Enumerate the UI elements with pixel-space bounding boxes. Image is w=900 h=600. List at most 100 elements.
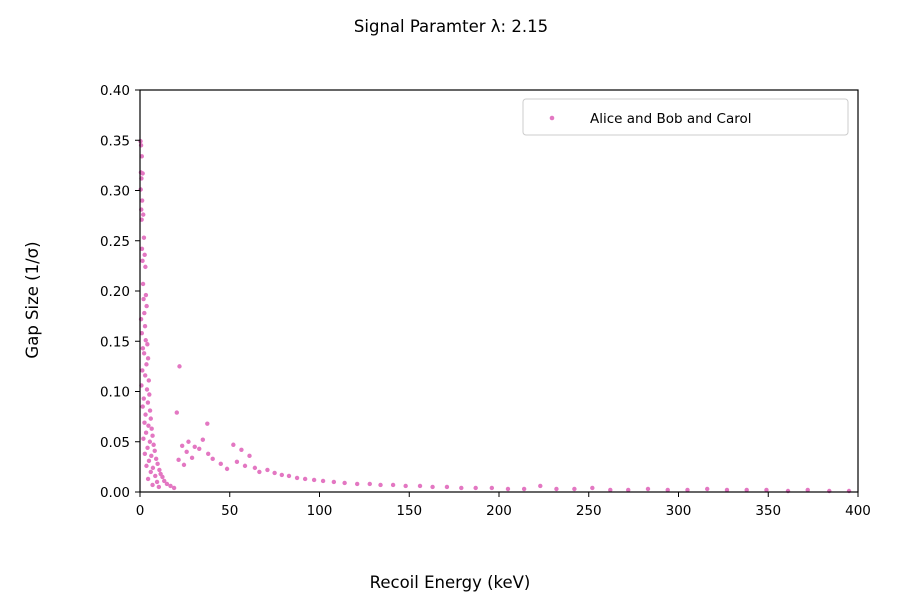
data-point: [590, 485, 595, 491]
chart-title: Signal Paramter λ: 2.15: [354, 17, 548, 36]
data-point: [145, 356, 151, 361]
data-point: [143, 264, 148, 270]
data-point: [378, 482, 383, 488]
data-point: [144, 303, 149, 309]
x-tick-label: 50: [221, 503, 238, 519]
y-tick-label: 0.15: [100, 334, 130, 350]
data-point: [685, 487, 690, 493]
data-point: [146, 378, 151, 383]
data-point: [142, 310, 147, 316]
data-points: [138, 139, 852, 494]
data-point: [139, 154, 144, 159]
x-axis-label: Recoil Energy (keV): [370, 573, 531, 592]
legend: Alice and Bob and Carol: [522, 98, 849, 136]
data-point: [764, 487, 769, 493]
data-point: [146, 458, 152, 464]
data-point: [150, 433, 155, 438]
data-point: [272, 470, 277, 476]
plot-background: [140, 90, 858, 492]
data-point: [665, 487, 670, 493]
data-point: [645, 486, 651, 492]
x-tick-label: 250: [576, 503, 602, 519]
data-point: [572, 486, 577, 492]
data-point: [489, 485, 495, 491]
data-point: [143, 430, 149, 435]
data-point: [145, 400, 151, 405]
y-tick-label: 0.05: [100, 435, 130, 451]
data-point: [286, 473, 292, 479]
data-point: [179, 443, 185, 448]
data-point: [210, 456, 215, 462]
data-point: [724, 487, 730, 493]
legend-label: Alice and Bob and Carol: [590, 111, 751, 127]
data-point: [139, 246, 145, 251]
data-point: [302, 476, 308, 482]
data-point: [257, 469, 262, 475]
data-point: [154, 479, 160, 485]
data-point: [153, 456, 159, 462]
data-point: [390, 482, 396, 488]
data-point: [473, 485, 478, 491]
data-point: [140, 368, 145, 373]
data-point: [157, 467, 162, 473]
y-axis-ticks: 0.00 0.05 0.10 0.15 0.20 0.25 0.30 0.35 0.40: [100, 83, 140, 501]
data-point: [148, 416, 153, 421]
data-point: [206, 451, 211, 457]
data-point: [403, 483, 408, 489]
data-point: [143, 292, 149, 298]
y-tick-label: 0.10: [100, 385, 130, 401]
data-point: [239, 447, 244, 452]
data-point: [168, 483, 173, 489]
data-point: [140, 258, 145, 264]
data-point: [143, 373, 148, 378]
x-tick-label: 0: [136, 503, 145, 519]
data-point: [192, 444, 197, 449]
data-point: [140, 346, 146, 351]
data-point: [247, 453, 252, 459]
data-point: [156, 484, 162, 490]
data-point: [177, 364, 182, 369]
data-point: [139, 331, 144, 336]
data-point: [144, 387, 150, 392]
data-point: [142, 451, 148, 457]
data-point: [143, 338, 148, 343]
data-point: [141, 235, 147, 240]
data-point: [141, 212, 146, 217]
data-point: [144, 463, 149, 469]
data-point: [200, 437, 206, 442]
data-point: [150, 465, 156, 471]
x-tick-label: 300: [666, 503, 692, 519]
data-point: [162, 478, 167, 484]
x-axis-ticks: 0 50 100 150 200 250 300 350 400: [136, 492, 871, 519]
plot-area: [138, 89, 859, 494]
data-point: [231, 442, 236, 447]
data-point: [151, 442, 156, 447]
data-point: [252, 465, 258, 471]
data-point: [521, 486, 527, 492]
data-point: [367, 481, 372, 487]
data-point: [140, 404, 145, 409]
data-point: [505, 486, 511, 492]
y-tick-label: 0.20: [100, 284, 130, 300]
data-point: [430, 484, 435, 490]
data-point: [538, 483, 543, 489]
y-axis-label: Gap Size (1/σ): [23, 241, 42, 358]
data-point: [139, 198, 145, 203]
y-tick-label: 0.00: [100, 485, 130, 501]
data-point: [148, 469, 153, 475]
y-tick-label: 0.35: [100, 133, 130, 149]
data-point: [174, 410, 179, 415]
data-point: [186, 439, 191, 444]
data-point: [197, 446, 202, 451]
data-point: [146, 423, 151, 428]
data-point: [805, 487, 810, 493]
data-point: [141, 396, 146, 401]
data-point: [147, 392, 152, 397]
data-point: [138, 187, 143, 192]
data-point: [459, 485, 464, 491]
data-point: [144, 362, 149, 367]
data-point: [554, 486, 559, 492]
data-point: [444, 484, 450, 490]
x-tick-label: 350: [755, 503, 781, 519]
